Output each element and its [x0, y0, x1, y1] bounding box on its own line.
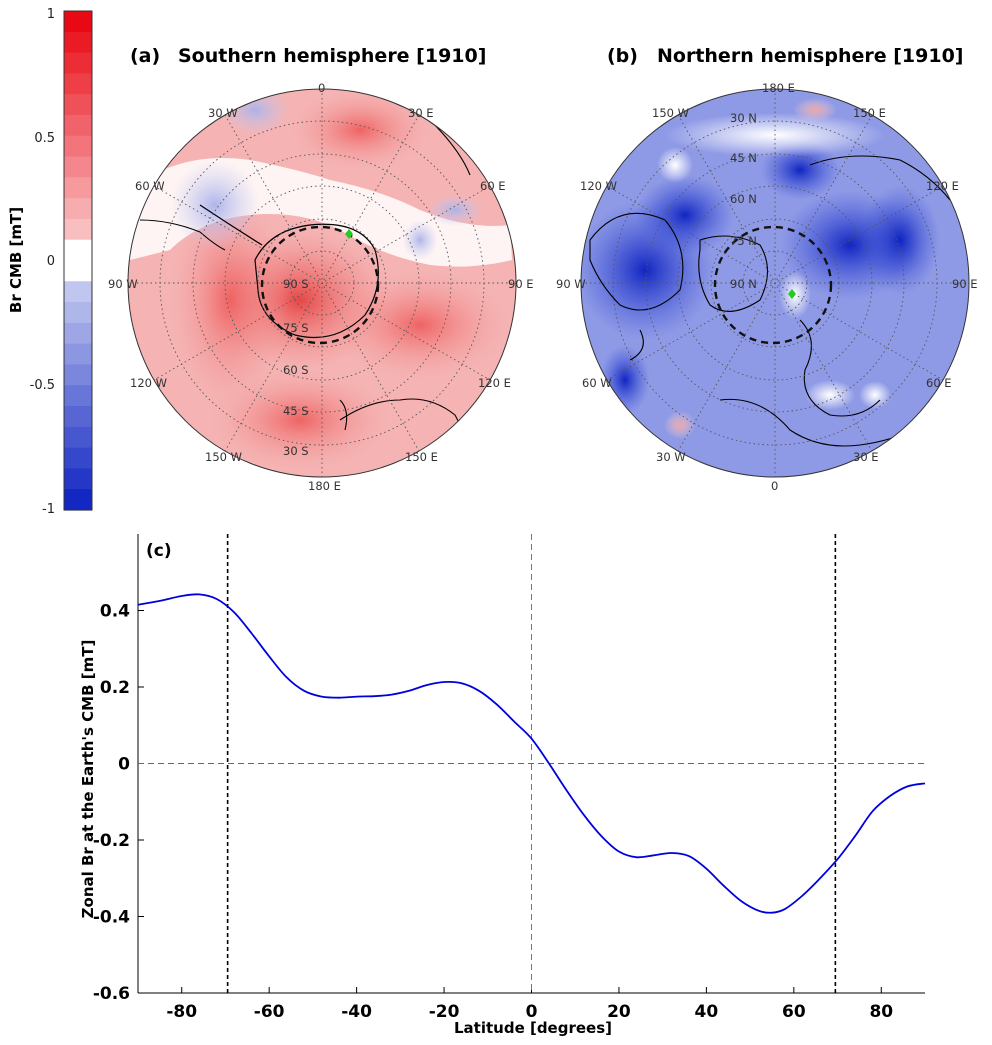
panel-a-lat-75s: 75 S: [283, 321, 309, 335]
colorbar-band: [64, 73, 92, 95]
panel-a-lon-30w: 30 W: [208, 106, 238, 120]
panel-b-lon-180e: 180 E: [762, 81, 795, 95]
colorbar-band: [64, 447, 92, 470]
colorbar-label: Br CMB [mT]: [7, 207, 25, 313]
panel-a-lon-180e: 180 E: [308, 479, 341, 493]
panel-a-map: [127, 88, 517, 478]
panel-b-lat-90n: 90 N: [730, 277, 757, 291]
panel-b-lon-120w: 120 W: [580, 179, 617, 193]
x-tick-label: 0: [526, 1002, 538, 1022]
series-line-0: [137, 593, 926, 914]
colorbar-band: [64, 468, 92, 490]
x-tick-label: 80: [869, 1002, 893, 1022]
colorbar-band: [64, 322, 92, 345]
y-tick-label: 0.4: [100, 602, 130, 622]
colorbar-band: [64, 364, 92, 386]
panel-a-lon-150e: 150 E: [405, 450, 438, 464]
x-tick-label: -80: [166, 1002, 197, 1022]
panel-a-lon-150w: 150 W: [205, 450, 242, 464]
colorbar-band: [64, 239, 92, 262]
x-tick-label: -40: [341, 1002, 372, 1022]
y-tick-label: 0: [118, 755, 130, 775]
colorbar-band: [64, 52, 92, 74]
colorbar-band: [64, 114, 92, 137]
panel-a-lat-90s: 90 S: [283, 277, 309, 291]
x-axis-label: Latitude [degrees]: [454, 1019, 612, 1037]
panel-b-map: [580, 88, 970, 478]
panel-a-letter: (a): [130, 45, 160, 67]
panel-b-lon-90w: 90 W: [556, 277, 586, 291]
panel-b-lon-120e: 120 E: [926, 179, 959, 193]
colorbar-band: [64, 343, 92, 366]
colorbar-band: [64, 385, 92, 407]
x-tick-label: 20: [607, 1002, 631, 1022]
x-tick-label: 40: [695, 1002, 719, 1022]
panel-b-letter: (b): [607, 45, 638, 67]
panel-a-lat-45s: 45 S: [283, 404, 309, 418]
panel-b-title: Northern hemisphere [1910]: [657, 45, 964, 67]
panel-b-lon-30e: 30 E: [853, 450, 879, 464]
colorbar-band: [64, 489, 92, 511]
colorbar-outline: [63, 10, 93, 511]
y-tick-label: -0.6: [93, 984, 130, 1004]
colorbar-band: [64, 156, 92, 178]
panel-a-lon-120e: 120 E: [478, 376, 511, 390]
y-tick-label: -0.2: [93, 831, 130, 851]
panel-a-labels: 0 30 E 60 E 90 E 120 E 150 E 180 E 150 W…: [108, 81, 534, 493]
panel-a-lon-120w: 120 W: [130, 376, 167, 390]
colorbar: [63, 10, 93, 511]
colorbar-band: [64, 302, 92, 324]
colorbar-band: [64, 260, 92, 282]
panel-a-lon-60w: 60 W: [135, 179, 165, 193]
y-tick-label: -0.4: [93, 908, 130, 928]
panel-b-lat-45n: 45 N: [730, 151, 757, 165]
x-tick-label: -20: [429, 1002, 460, 1022]
panel-a-lat-30s: 30 S: [283, 444, 309, 458]
y-axis-label: Zonal Br at the Earth's CMB [mT]: [79, 640, 97, 919]
panel-b-labels: 180 E 150 E 120 E 90 E 60 E 30 E 0 30 W …: [556, 81, 978, 493]
colorbar-tick-0.5: 0.5: [34, 131, 55, 146]
colorbar-band: [64, 94, 92, 116]
colorbar-band: [64, 135, 92, 158]
colorbar-tick-1: 1: [47, 7, 55, 22]
colorbar-tick-neg1: -1: [42, 502, 55, 517]
panel-a-lon-90w: 90 W: [108, 277, 138, 291]
colorbar-band: [64, 31, 92, 54]
panel-a-title: Southern hemisphere [1910]: [178, 45, 486, 67]
panel-b-lon-150w: 150 W: [652, 106, 689, 120]
line-chart: -0.6 -0.4 -0.2 0 0.2 0.4 -80 -60 -40 -20 0 20 40 60 80: [93, 534, 926, 1022]
colorbar-band: [64, 281, 92, 303]
panel-b-lon-60w: 60 W: [582, 376, 612, 390]
panel-b-lat-60n: 60 N: [730, 192, 757, 206]
panel-a-lon-90e: 90 E: [508, 277, 534, 291]
colorbar-band: [64, 406, 92, 428]
panel-a-lat-60s: 60 S: [283, 363, 309, 377]
colorbar-band: [64, 218, 92, 241]
panel-a-lon-0: 0: [318, 81, 325, 95]
panel-a-lon-60e: 60 E: [480, 179, 506, 193]
panel-a-lon-30e: 30 E: [408, 106, 434, 120]
panel-c-letter: (c): [146, 541, 172, 561]
y-tick-label: 0.2: [100, 678, 130, 698]
colorbar-tick-neg0.5: -0.5: [30, 378, 55, 393]
panel-b-lon-60e: 60 E: [926, 376, 952, 390]
panel-b-lat-75n: 75 N: [730, 234, 757, 248]
colorbar-band: [64, 426, 92, 449]
x-tick-label: -60: [254, 1002, 285, 1022]
panel-b-lon-150e: 150 E: [853, 106, 886, 120]
panel-b-lon-90e: 90 E: [952, 277, 978, 291]
colorbar-band: [64, 177, 92, 199]
colorbar-tick-0: 0: [47, 254, 55, 269]
panel-b-lat-30n: 30 N: [730, 111, 757, 125]
panel-b-lon-0: 0: [771, 479, 778, 493]
colorbar-band: [64, 11, 92, 33]
panel-b-lon-30w: 30 W: [656, 450, 686, 464]
x-tick-label: 60: [782, 1002, 806, 1022]
colorbar-band: [64, 198, 92, 220]
